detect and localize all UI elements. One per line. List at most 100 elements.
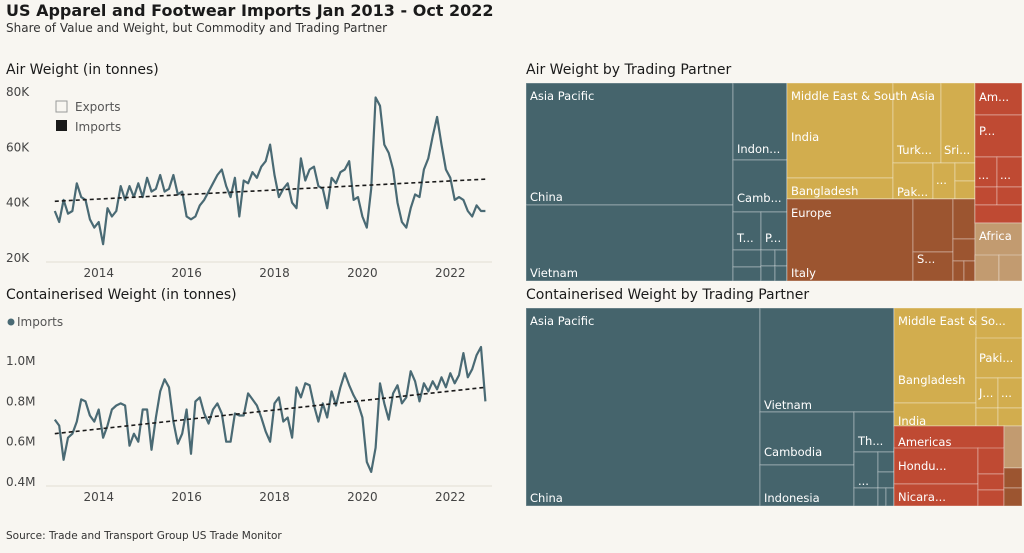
treemap-cell-small[interactable]	[977, 489, 1005, 506]
treemap-label-pakistan: Pak...	[897, 185, 928, 199]
trend-line	[54, 178, 486, 203]
treemap-cell-small[interactable]	[885, 487, 895, 506]
treemap-cell-small[interactable]	[954, 180, 976, 200]
treemap-cell-thailand[interactable]	[853, 411, 895, 453]
treemap-label-ellipsis: ...	[936, 173, 947, 187]
treemap-label-cambodia: Camb...	[737, 191, 782, 205]
treemap-cell-small[interactable]	[997, 377, 1022, 409]
treemap-label-s: S...	[917, 252, 935, 266]
air-weight-line-chart: Exports Imports 20K 40K 60K 80K 2014 2016 2018…	[6, 85, 492, 280]
treemap-cell-cambodia[interactable]	[759, 411, 855, 466]
treemap-label-thailand: Th...	[857, 434, 883, 448]
treemap-label-china: China	[530, 491, 563, 505]
treemap-label-vietnam: Vietnam	[530, 266, 578, 280]
x-tick-label: 2016	[171, 490, 202, 504]
container-treemap-title: Containerised Weight by Trading Partner	[526, 287, 810, 303]
treemap-cell-small[interactable]	[952, 260, 965, 281]
treemap-label-cambodia: Cambodia	[764, 445, 822, 459]
x-tick-label: 2014	[83, 490, 114, 504]
x-tick-label: 2022	[435, 266, 466, 280]
treemap-label-vietnam: Vietnam	[764, 398, 812, 412]
treemap-label-asia-pacific: Asia Pacific	[530, 314, 594, 328]
treemap-cell-small[interactable]	[774, 249, 788, 267]
trend-line	[54, 386, 486, 435]
y-tick-label: 60K	[6, 140, 30, 154]
treemap-cell-pakistan[interactable]	[975, 337, 1022, 379]
treemap-cell-small[interactable]	[975, 407, 999, 427]
x-tick-label: 2020	[347, 490, 378, 504]
y-tick-label: 0.4M	[6, 475, 35, 489]
legend-marker-imports[interactable]	[7, 318, 15, 326]
treemap-cell-small[interactable]	[877, 487, 887, 506]
treemap-cell-small[interactable]	[954, 162, 976, 182]
treemap-cell-europe[interactable]	[1003, 487, 1022, 506]
treemap-cell-small[interactable]	[952, 198, 976, 240]
treemap-cell-s[interactable]	[912, 251, 954, 281]
y-tick-label: 0.6M	[6, 435, 35, 449]
treemap-label-americas: Americas	[898, 435, 951, 449]
treemap-cell-vietnam[interactable]	[759, 308, 895, 413]
legend-label-imports: Imports	[75, 120, 121, 134]
treemap-cell-small[interactable]	[774, 265, 788, 281]
treemap-cell-italy[interactable]	[786, 198, 914, 281]
treemap-cell-small[interactable]	[732, 266, 762, 281]
treemap-cell-small[interactable]	[877, 451, 895, 473]
treemap-cell-pakistan[interactable]	[892, 162, 934, 200]
treemap-cell-africa[interactable]	[1003, 425, 1022, 469]
treemap-cell-small[interactable]	[853, 487, 879, 506]
treemap-label-turkey: Turk...	[896, 143, 932, 157]
treemap-label-asia-pacific: Asia Pacific	[530, 89, 594, 103]
treemap-label-t: T...	[736, 231, 754, 245]
containerised-weight-line-chart: Imports 0.4M 0.6M 0.8M 1.0M 2014 2016 2018 2020…	[6, 315, 492, 504]
treemap-cell-small[interactable]	[952, 238, 976, 262]
x-tick-label: 2018	[259, 266, 290, 280]
treemap-cell-p[interactable]	[974, 114, 1022, 158]
treemap-label-middle-east-south-asia: Middle East & So...	[898, 314, 1006, 328]
legend-swatch-exports[interactable]	[55, 100, 68, 113]
treemap-label-ellipsis: ...	[858, 474, 869, 488]
y-tick-label: 1.0M	[6, 354, 35, 368]
treemap-label-nicaragua: Nicara...	[898, 490, 946, 504]
treemap-label-indonesia: Indon...	[737, 142, 780, 156]
treemap-cell-small[interactable]	[760, 265, 776, 281]
y-tick-label: 40K	[6, 196, 30, 210]
treemap-cell-small[interactable]	[974, 186, 998, 206]
x-tick-label: 2016	[171, 266, 202, 280]
treemap-label-china: China	[530, 190, 563, 204]
treemap-label-europe: Europe	[791, 206, 831, 220]
treemap-cell-sri-lanka[interactable]	[940, 83, 976, 164]
treemap-label-india: India	[791, 130, 819, 144]
treemap-cell-china[interactable]	[526, 308, 761, 506]
legend-label-imports: Imports	[17, 315, 63, 329]
treemap-cell-small[interactable]	[977, 447, 1005, 475]
legend-swatch-imports[interactable]	[56, 120, 67, 131]
treemap-cell-small[interactable]	[996, 156, 1022, 188]
series-line-imports[interactable]	[53, 345, 487, 473]
treemap-cell-small[interactable]	[996, 186, 1022, 206]
treemap-cell-small[interactable]	[977, 473, 1005, 491]
treemap-cell-small[interactable]	[877, 471, 895, 489]
page-title: US Apparel and Footwear Imports Jan 2013…	[6, 1, 494, 20]
y-tick-label: 0.8M	[6, 394, 35, 408]
treemap-cell-indonesia[interactable]	[732, 83, 788, 161]
treemap-label-middle-east-south-asia: Middle East & South Asia	[791, 89, 935, 103]
treemap-cell-small[interactable]	[963, 260, 976, 281]
treemap-cell-small[interactable]	[974, 254, 1000, 281]
x-tick-label: 2020	[347, 266, 378, 280]
treemap-cell-s[interactable]	[912, 198, 954, 253]
treemap-cell-small[interactable]	[998, 254, 1022, 281]
treemap-label-sri-lanka: Sri...	[944, 143, 970, 157]
treemap-cell-europe[interactable]	[1003, 467, 1022, 489]
containerised-weight-treemap: Asia Pacific China Vietnam Cambodia Indo…	[526, 308, 1022, 506]
treemap-label-africa: Africa	[979, 229, 1012, 243]
treemap-cell-small[interactable]	[974, 204, 1022, 224]
treemap-cell-small[interactable]	[732, 249, 762, 268]
treemap-cell-small[interactable]	[760, 249, 776, 267]
series-line-imports[interactable]	[53, 96, 486, 246]
treemap-label-americas: Am...	[979, 90, 1009, 104]
x-tick-label: 2018	[259, 490, 290, 504]
air-line-chart-title: Air Weight (in tonnes)	[6, 62, 159, 78]
treemap-label-p: P...	[765, 231, 781, 245]
treemap-cell-small[interactable]	[997, 407, 1022, 427]
treemap-label-ellipsis: ...	[978, 168, 989, 182]
